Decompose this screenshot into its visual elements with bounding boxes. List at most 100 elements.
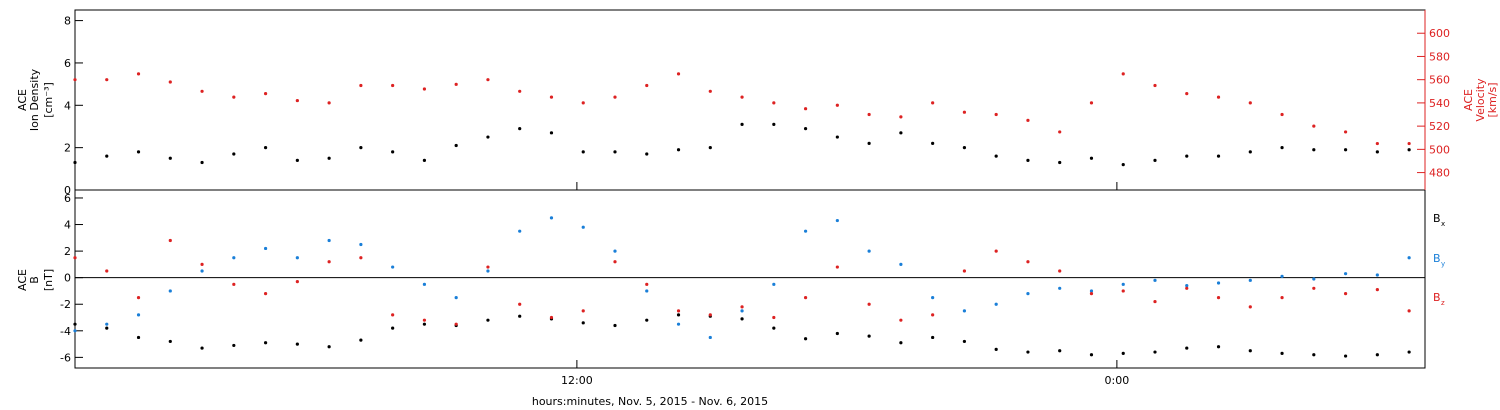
b-series1-point xyxy=(295,256,299,260)
svg-text:z: z xyxy=(1441,299,1445,307)
density-ytick-label: 6 xyxy=(64,57,71,70)
b-series0-point xyxy=(295,342,299,346)
b-series2-point xyxy=(1248,305,1252,309)
density-series1-point xyxy=(136,72,141,76)
b-series1-point xyxy=(391,265,395,269)
b-series0-point xyxy=(327,345,331,349)
b-series2-point xyxy=(645,282,649,286)
b-series0-point xyxy=(1153,350,1157,354)
density-series0-point xyxy=(359,146,363,150)
density-series0-point xyxy=(645,152,649,156)
density-series1-point xyxy=(359,83,363,88)
b-series1-point xyxy=(105,322,109,326)
b-series1-point xyxy=(1058,286,1062,290)
density-series0-point xyxy=(73,160,77,165)
b-series0-point xyxy=(994,347,998,352)
b-series1-point xyxy=(1216,281,1221,285)
x-axis-label: hours:minutes, Nov. 5, 2015 - Nov. 6, 20… xyxy=(532,395,768,408)
velocity-ytick-label: 480 xyxy=(1429,167,1450,180)
density-series1-point xyxy=(1280,112,1284,117)
b-series2-point xyxy=(931,313,935,317)
density-series1-point xyxy=(1248,101,1252,105)
density-series1-point xyxy=(486,78,490,82)
b-series0-point xyxy=(803,337,808,341)
density-series1-point xyxy=(1089,101,1094,105)
xtick-label: 12:00 xyxy=(561,374,593,387)
b-series0-point xyxy=(740,317,744,321)
density-series1-point xyxy=(581,101,585,105)
density-series0-point xyxy=(772,122,776,126)
density-ytick-label: 4 xyxy=(64,99,71,112)
density-series1-point xyxy=(454,82,458,86)
b-ytick-label: -4 xyxy=(60,325,71,338)
density-series0-point xyxy=(1121,162,1125,167)
density-series1-point xyxy=(232,95,236,99)
density-series0-point xyxy=(1058,160,1062,165)
density-series1-point xyxy=(994,112,998,117)
b-series1-point xyxy=(1407,256,1411,260)
b-series1-point xyxy=(645,289,649,293)
b-series1-point xyxy=(1248,278,1252,282)
velocity-ytick-label: 520 xyxy=(1429,120,1450,133)
density-series1-point xyxy=(200,89,204,93)
b-series1-point xyxy=(803,229,808,233)
b-ytick-label: -6 xyxy=(60,351,71,364)
velocity-ytick-label: 540 xyxy=(1429,97,1450,110)
density-series1-point xyxy=(1407,141,1411,146)
b-series1-point xyxy=(1280,274,1284,278)
density-series1-point xyxy=(327,101,331,105)
density-ytick-label: 8 xyxy=(64,15,71,28)
density-ytick-label: 0 xyxy=(64,184,71,197)
density-series0-point xyxy=(549,131,554,135)
density-series0-point xyxy=(1248,150,1252,154)
b-series1-point xyxy=(454,295,458,300)
b-series1-point xyxy=(1121,282,1125,286)
density-series1-point xyxy=(105,78,109,82)
density-series1-point xyxy=(549,95,554,99)
b-series2-point xyxy=(1185,286,1189,290)
b-series2-point xyxy=(1280,295,1284,300)
b-series1-point xyxy=(740,309,744,313)
velocity-ylabel-line3: [km/s] xyxy=(1486,82,1499,117)
b-series1-point xyxy=(359,242,363,247)
svg-text:B: B xyxy=(1433,252,1441,265)
b-series1-point xyxy=(1375,273,1379,277)
b-series2-point xyxy=(359,256,363,260)
b-series2-point xyxy=(1216,295,1221,300)
density-series1-point xyxy=(1058,130,1062,134)
b-series0-point xyxy=(1185,346,1189,350)
b-series0-point xyxy=(1026,350,1030,354)
b-ytick-label: -2 xyxy=(60,298,71,311)
b-ytick-label: 2 xyxy=(64,245,71,258)
b-series0-point xyxy=(581,321,585,325)
density-series1-point xyxy=(708,89,712,93)
density-series1-point xyxy=(803,107,808,111)
b-series0-point xyxy=(200,346,204,350)
b-series2-point xyxy=(962,269,967,273)
b-series2-point xyxy=(232,282,236,286)
density-series0-point xyxy=(1312,148,1316,152)
density-series1-point xyxy=(263,92,268,96)
bz-legend: B z xyxy=(1433,291,1445,307)
density-series1-point xyxy=(772,101,776,105)
b-series1-point xyxy=(1153,278,1157,282)
density-series1-point xyxy=(295,98,299,103)
b-ylabel-line1: ACE xyxy=(16,269,29,291)
b-series2-point xyxy=(136,295,141,300)
b-series2-point xyxy=(1058,269,1062,273)
density-ylabel-line2: Ion Density xyxy=(28,68,41,131)
density-series0-point xyxy=(327,156,331,160)
b-series0-point xyxy=(676,313,681,317)
b-series1-point xyxy=(708,335,712,340)
b-series2-point xyxy=(1312,286,1316,290)
density-series0-point xyxy=(1153,158,1157,162)
b-series0-point xyxy=(232,343,236,348)
b-series2-point xyxy=(899,318,903,322)
b-series0-point xyxy=(1216,345,1221,349)
b-series1-point xyxy=(1185,284,1189,288)
svg-text:B: B xyxy=(1433,291,1441,304)
density-series1-point xyxy=(899,115,903,119)
density-series0-point xyxy=(803,126,808,131)
xtick-label: 0:00 xyxy=(1105,374,1130,387)
b-series1-point xyxy=(835,218,839,223)
